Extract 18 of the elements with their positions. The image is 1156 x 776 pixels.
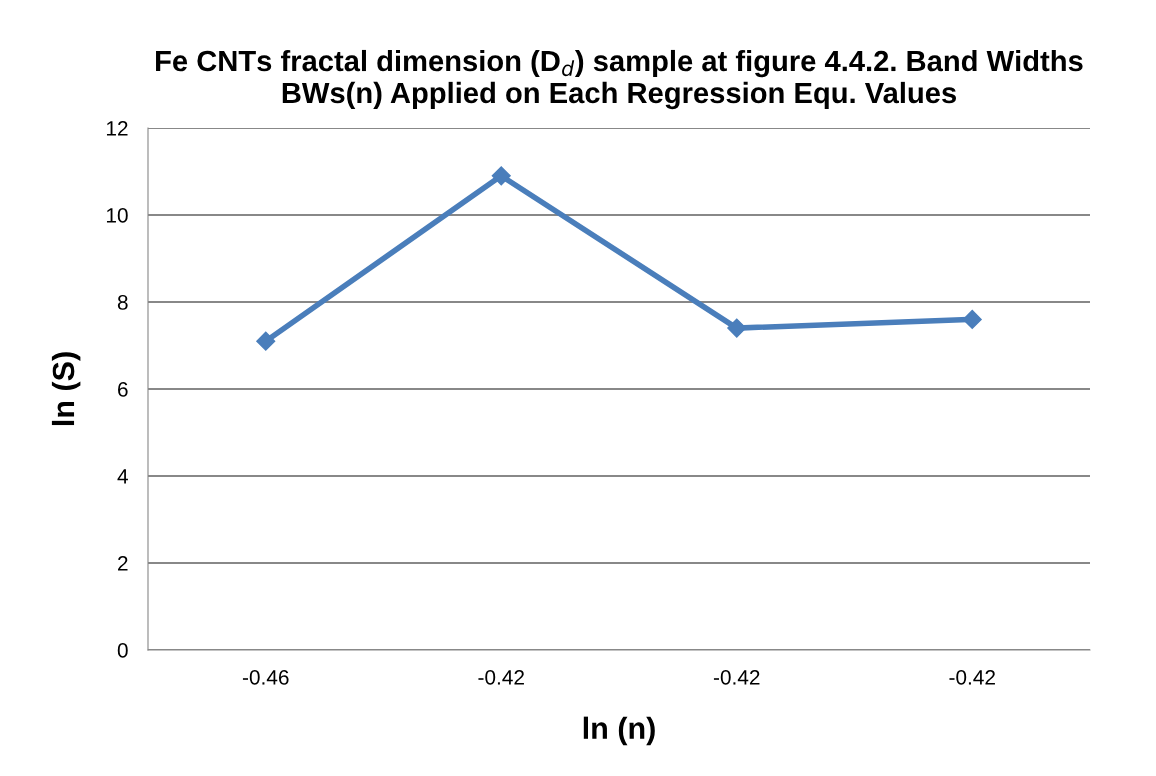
point xyxy=(727,318,747,338)
y-tick-label: 2 xyxy=(118,556,128,571)
x-tick-label: -0.42 xyxy=(713,669,760,685)
x-axis-title: ln (n) xyxy=(583,716,655,746)
y-tick-label: 8 xyxy=(117,295,128,310)
y-tick-label: 12 xyxy=(106,121,128,136)
point xyxy=(962,309,982,329)
x-tick-label: -0.46 xyxy=(242,669,289,685)
y-tick-label: 0 xyxy=(117,643,128,658)
y-tick-label: 10 xyxy=(106,208,128,223)
chart-title: Fe CNTs fractal dimension (D$_{d}$) sample at figure 4.4.2. Band Widths BWs(n) Applied on Each Regression Equ. Values xyxy=(156,49,1083,110)
point xyxy=(491,166,511,186)
x-tick-label: -0.42 xyxy=(478,669,524,685)
y-axis-title: ln (S) xyxy=(51,352,81,426)
x-tick-label: -0.42 xyxy=(949,669,995,685)
y-tick-label: 6 xyxy=(118,382,128,397)
y-tick-label: 4 xyxy=(117,469,128,484)
point xyxy=(256,331,276,351)
